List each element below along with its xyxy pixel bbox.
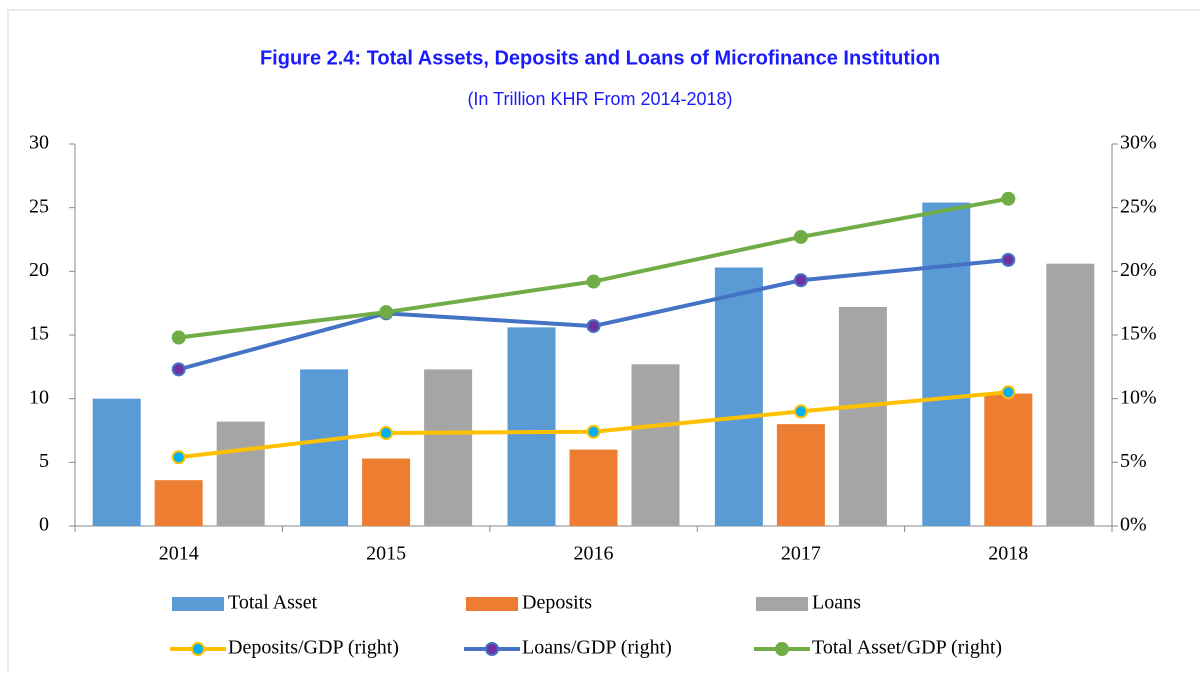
y-tick-label: 0 xyxy=(39,514,49,536)
bar xyxy=(714,267,763,526)
bar xyxy=(569,449,618,526)
legend-label: Loans/GDP (right) xyxy=(522,637,672,659)
bar xyxy=(154,480,203,526)
bar xyxy=(776,424,825,526)
bar xyxy=(362,458,411,526)
y-tick-label: 25 xyxy=(29,195,49,217)
line-marker xyxy=(379,305,394,320)
legend-swatch xyxy=(466,597,518,611)
bar xyxy=(424,369,473,526)
legend-label: Deposits/GDP (right) xyxy=(228,637,399,659)
bar xyxy=(92,398,141,526)
line-marker xyxy=(1001,191,1016,206)
line-marker xyxy=(171,450,186,465)
line-marker xyxy=(793,404,808,419)
x-tick-label: 2017 xyxy=(781,543,821,565)
bar xyxy=(838,306,887,526)
legend-swatch xyxy=(756,597,808,611)
legend-label: Loans xyxy=(812,592,861,614)
bar xyxy=(1046,263,1095,526)
bar xyxy=(216,421,265,526)
line-marker xyxy=(171,362,186,377)
x-tick-label: 2018 xyxy=(988,543,1028,565)
y2-tick-label: 15% xyxy=(1120,323,1157,345)
bar xyxy=(507,327,556,526)
y2-tick-label: 30% xyxy=(1120,132,1157,154)
y-tick-label: 15 xyxy=(29,323,49,345)
line-marker xyxy=(171,330,186,345)
legend-swatch xyxy=(172,597,224,611)
legend-marker xyxy=(485,642,499,656)
line-marker xyxy=(586,274,601,289)
bar xyxy=(300,369,349,526)
y-tick-label: 5 xyxy=(39,450,49,472)
bar xyxy=(984,393,1033,526)
x-tick-label: 2016 xyxy=(574,543,614,565)
legend-marker xyxy=(775,642,789,656)
y2-tick-label: 20% xyxy=(1120,259,1157,281)
y-tick-label: 10 xyxy=(29,386,49,408)
y2-tick-label: 25% xyxy=(1120,195,1157,217)
bar xyxy=(922,202,971,526)
y-tick-label: 30 xyxy=(29,132,49,154)
line-marker xyxy=(793,273,808,288)
line-marker xyxy=(793,229,808,244)
chart-title: Figure 2.4: Total Assets, Deposits and L… xyxy=(260,47,940,69)
y-tick-label: 20 xyxy=(29,259,49,281)
y2-tick-label: 10% xyxy=(1120,386,1157,408)
y2-tick-label: 5% xyxy=(1120,450,1147,472)
y2-tick-label: 0% xyxy=(1120,514,1147,536)
legend-label: Total Asset/GDP (right) xyxy=(812,637,1002,659)
bar xyxy=(631,364,680,526)
legend-label: Deposits xyxy=(522,592,592,614)
frame xyxy=(7,9,1200,673)
legend-label: Total Asset xyxy=(228,592,318,614)
x-tick-label: 2015 xyxy=(366,543,406,565)
line-marker xyxy=(586,424,601,439)
line-marker xyxy=(1001,385,1016,400)
line-marker xyxy=(586,319,601,334)
line-marker xyxy=(1001,252,1016,267)
x-tick-label: 2014 xyxy=(159,543,199,565)
legend-marker xyxy=(191,642,205,656)
chart-subtitle: (In Trillion KHR From 2014-2018) xyxy=(467,89,732,109)
line-marker xyxy=(379,426,394,441)
